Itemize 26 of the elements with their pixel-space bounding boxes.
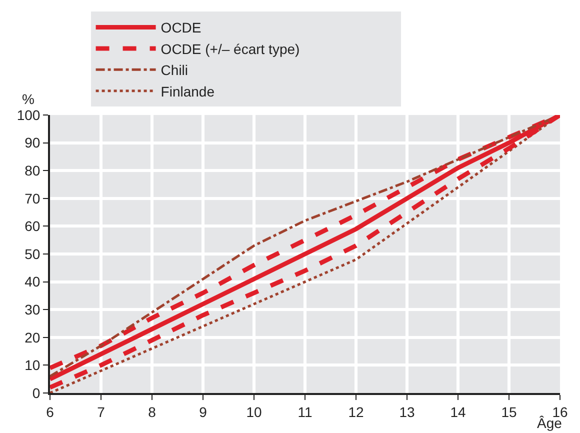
x-tick-label: 10 bbox=[246, 404, 262, 420]
legend-label: OCDE bbox=[160, 20, 202, 36]
x-tick-label: 15 bbox=[501, 404, 517, 420]
y-tick-label: 60 bbox=[24, 218, 40, 234]
y-tick-label: 80 bbox=[24, 162, 40, 178]
y-tick-label: 20 bbox=[24, 329, 40, 346]
x-tick-label: 11 bbox=[298, 404, 312, 420]
legend-label: OCDE (+/– écart type) bbox=[160, 40, 300, 57]
y-tick-label: 30 bbox=[24, 302, 40, 318]
x-tick-label: 7 bbox=[97, 404, 106, 420]
y-tick-label: 90 bbox=[24, 134, 40, 151]
x-tick-label: 14 bbox=[450, 404, 466, 420]
x-tick-label: 12 bbox=[348, 404, 364, 420]
y-tick-label: 100 bbox=[16, 106, 40, 123]
x-tick-label: 6 bbox=[46, 404, 54, 420]
legend-label: Chili bbox=[160, 62, 188, 78]
legend-label: Finlande bbox=[160, 83, 215, 100]
y-tick-label: 70 bbox=[24, 190, 40, 206]
y-axis-title: % bbox=[22, 91, 34, 107]
x-tick-label: 8 bbox=[148, 404, 156, 420]
y-tick-label: 50 bbox=[24, 246, 40, 262]
y-tick-label: 10 bbox=[24, 357, 40, 374]
x-tick-label: 13 bbox=[399, 404, 415, 420]
y-tick-label: 40 bbox=[24, 274, 40, 290]
y-tick-label: 0 bbox=[32, 384, 40, 401]
x-tick-label: 9 bbox=[199, 404, 208, 420]
